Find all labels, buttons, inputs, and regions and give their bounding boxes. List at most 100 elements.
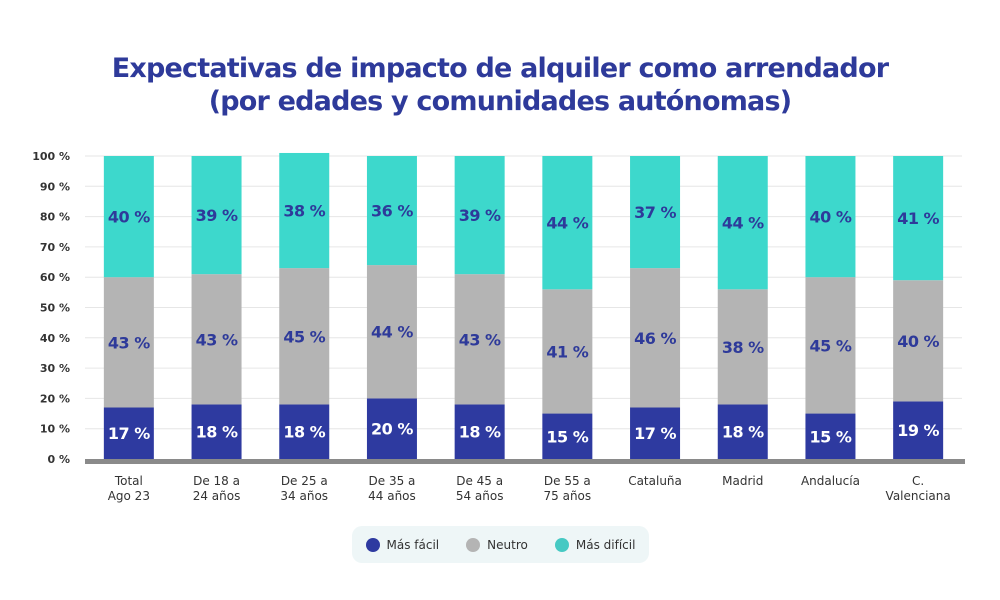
data-label: 18 % (722, 423, 764, 442)
bar-segment (366, 265, 417, 399)
x-tick-label: 24 años (193, 489, 241, 503)
y-tick-label: 20 % (40, 392, 70, 405)
data-label: 39 % (196, 206, 238, 225)
bar-segment (717, 156, 768, 290)
data-label: 15 % (546, 427, 588, 446)
bar-segment (717, 289, 768, 405)
data-label: 44 % (722, 214, 764, 233)
data-label: 18 % (283, 423, 325, 442)
y-tick-label: 70 % (40, 241, 70, 254)
chart-title: Expectativas de impacto de alquiler como… (0, 52, 1000, 118)
data-label: 37 % (634, 203, 676, 222)
bar-segment (717, 404, 768, 459)
data-label: 19 % (897, 421, 939, 440)
bar-segment (630, 156, 681, 269)
data-label: 44 % (546, 214, 588, 233)
legend-label: Más fácil (386, 537, 440, 552)
bar-segment (542, 289, 593, 414)
data-label: 39 % (459, 206, 501, 225)
y-tick-label: 60 % (40, 271, 70, 284)
data-label: 43 % (196, 330, 238, 349)
bar-segment (893, 280, 944, 402)
x-tick-label: Total (114, 474, 143, 488)
y-tick-label: 30 % (40, 362, 70, 375)
legend-label: Neutro (487, 537, 528, 552)
data-label: 40 % (810, 208, 852, 227)
bar-segment (103, 277, 154, 408)
data-label: 17 % (108, 424, 150, 443)
y-tick-label: 80 % (40, 211, 70, 224)
y-tick-label: 40 % (40, 332, 70, 345)
bar-segment (191, 156, 242, 275)
data-label: 18 % (459, 423, 501, 442)
data-label: 38 % (722, 338, 764, 357)
data-label: 41 % (546, 342, 588, 361)
bar-segment (454, 156, 505, 275)
x-tick-label: C. (912, 474, 924, 488)
data-label: 18 % (196, 423, 238, 442)
x-tick-label: Andalucía (801, 474, 860, 488)
bar-segment (805, 413, 856, 459)
legend-swatch (466, 537, 481, 552)
x-tick-label: 34 años (280, 489, 328, 503)
bar-segment (191, 274, 242, 405)
legend-swatch (365, 537, 380, 552)
bar-segment (805, 156, 856, 278)
bar-segment (893, 401, 944, 459)
title-line-1: Expectativas de impacto de alquiler como… (111, 53, 889, 84)
y-tick-label: 90 % (40, 180, 70, 193)
y-tick-label: 100 % (32, 150, 70, 163)
data-label: 44 % (371, 323, 413, 342)
bar-segment (279, 404, 330, 459)
bar-segment (103, 407, 154, 459)
data-label: 45 % (283, 327, 325, 346)
data-label: 45 % (810, 336, 852, 355)
bar-segment (279, 268, 330, 405)
bar-segment (279, 152, 330, 269)
legend-item-mas-facil: Más fácil (365, 537, 440, 552)
legend-label: Más difícil (575, 537, 636, 552)
y-tick-label: 10 % (40, 423, 70, 436)
legend-swatch (554, 537, 569, 552)
bar-segment (893, 156, 944, 281)
x-tick-label: De 45 a (456, 474, 503, 488)
title-line-2: (por edades y comunidades autónomas) (208, 86, 792, 117)
x-tick-label: 54 años (456, 489, 504, 503)
legend-item-mas-dificil: Más difícil (554, 537, 636, 552)
legend: Más fácil Neutro Más difícil (352, 526, 649, 563)
bar-segment (454, 274, 505, 405)
bar-segment (366, 156, 417, 266)
x-tick-label: Ago 23 (108, 489, 150, 503)
x-tick-label: Madrid (722, 474, 763, 488)
x-tick-label: 75 años (544, 489, 592, 503)
bar-segment (191, 404, 242, 459)
x-tick-label: De 25 a (281, 474, 328, 488)
data-label: 40 % (108, 208, 150, 227)
bar-segment (103, 156, 154, 278)
x-tick-label: De 55 a (544, 474, 591, 488)
data-label: 46 % (634, 329, 676, 348)
bar-segment (366, 398, 417, 459)
bar-segment (630, 268, 681, 408)
legend-item-neutro: Neutro (466, 537, 528, 552)
data-label: 15 % (810, 427, 852, 446)
data-label: 17 % (634, 424, 676, 443)
data-label: 40 % (897, 332, 939, 351)
data-label: 36 % (371, 202, 413, 221)
x-axis-line (85, 459, 965, 464)
x-tick-label: De 18 a (193, 474, 240, 488)
bar-segment (454, 404, 505, 459)
data-label: 43 % (108, 333, 150, 352)
x-tick-label: De 35 a (369, 474, 416, 488)
data-label: 41 % (897, 209, 939, 228)
x-tick-label: 44 años (368, 489, 416, 503)
y-tick-label: 50 % (40, 302, 70, 315)
bar-segment (542, 156, 593, 290)
x-tick-label: Valenciana (886, 489, 951, 503)
data-label: 43 % (459, 330, 501, 349)
data-label: 20 % (371, 420, 413, 439)
bar-segment (630, 407, 681, 459)
x-tick-label: Cataluña (628, 474, 682, 488)
bar-segment (542, 413, 593, 459)
